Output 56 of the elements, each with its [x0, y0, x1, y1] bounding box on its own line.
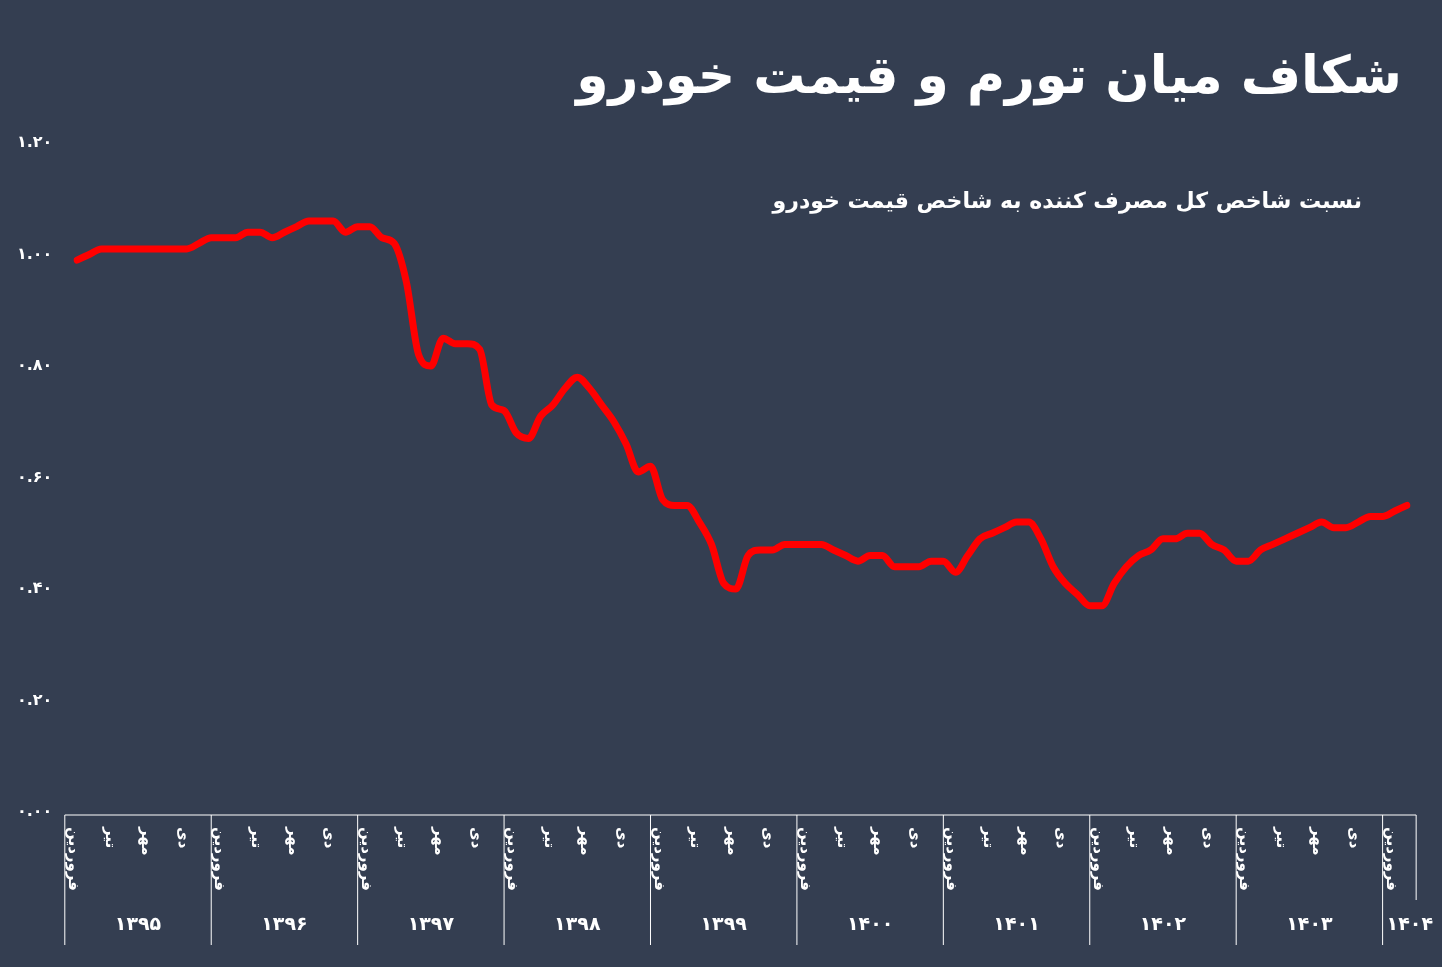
y-tick-label: ۱.۰۰ [17, 243, 53, 263]
x-tick-label: دی [906, 827, 925, 849]
x-tick-label: مهر [870, 826, 889, 856]
text: ۱۴۰۲ [1139, 911, 1187, 934]
x-tick-label: تیر [1126, 826, 1145, 849]
x-tick-label: دی [1346, 827, 1365, 849]
y-tick-label: ۰.۰۰ [17, 801, 53, 821]
x-tick-label: فروردین [1236, 827, 1255, 891]
x-tick-label: فروردین [504, 827, 523, 891]
x-tick-label: تیر [687, 826, 706, 849]
x-tick-label: مهر [723, 826, 742, 856]
text: ۱۴۰۳ [1286, 911, 1333, 934]
x-tick-label: مهر [284, 826, 303, 856]
x-tick-label: دی [467, 827, 486, 849]
chart-title: شکاف میان تورم و قیمت خودرو [576, 45, 1402, 105]
x-tick-label: دی [174, 827, 193, 849]
x-tick-label: مهر [138, 826, 157, 856]
x-tick-label: فروردین [797, 827, 816, 891]
x-tick-label: تیر [980, 826, 999, 849]
text: ۱۳۹۷ [407, 911, 455, 934]
y-tick-label: ۰.۶۰ [17, 466, 53, 486]
x-tick-label: تیر [394, 826, 413, 849]
x-tick-label: تیر [101, 826, 120, 849]
x-tick-label: دی [321, 827, 340, 849]
text: ۱۳۹۸ [554, 911, 601, 934]
text: ۱۴۰۱ [993, 911, 1040, 934]
y-tick-label: ۰.۸۰ [17, 355, 53, 375]
x-tick-label: دی [613, 827, 632, 849]
x-tick-label: فروردین [1382, 827, 1401, 891]
x-tick-label: فروردین [64, 827, 83, 891]
text: ۱۳۹۵ [114, 911, 162, 934]
x-tick-label: مهر [577, 826, 596, 856]
x-tick-label: تیر [1272, 826, 1291, 849]
x-tick-label: مهر [1309, 826, 1328, 856]
x-tick-label: تیر [540, 826, 559, 849]
text: ۱۴۰۰ [846, 911, 894, 934]
x-tick-label: مهر [430, 826, 449, 856]
x-tick-label: دی [760, 827, 779, 849]
text: ۱۳۹۹ [700, 911, 748, 934]
text: نسبت شاخص کل مصرف کننده به شاخص قیمت خودرو [772, 188, 1362, 213]
x-tick-label: دی [1053, 827, 1072, 849]
y-tick-label: ۱.۲۰ [17, 132, 53, 152]
x-tick-label: فروردین [1089, 827, 1108, 891]
x-tick-label: مهر [1163, 826, 1182, 856]
text: ۱۳۹۶ [261, 911, 308, 934]
x-tick-label: فروردین [943, 827, 962, 891]
x-tick-label: تیر [833, 826, 852, 849]
x-tick-label: فروردین [211, 827, 230, 891]
text: ۱۴۰۴ [1386, 911, 1433, 934]
x-tick-label: تیر [247, 826, 266, 849]
x-tick-label: دی [1199, 827, 1218, 849]
x-tick-label: فروردین [357, 827, 376, 891]
y-tick-label: ۰.۴۰ [17, 578, 53, 598]
x-tick-label: فروردین [650, 827, 669, 891]
x-tick-label: مهر [1016, 826, 1035, 856]
y-tick-label: ۰.۲۰ [17, 689, 53, 709]
